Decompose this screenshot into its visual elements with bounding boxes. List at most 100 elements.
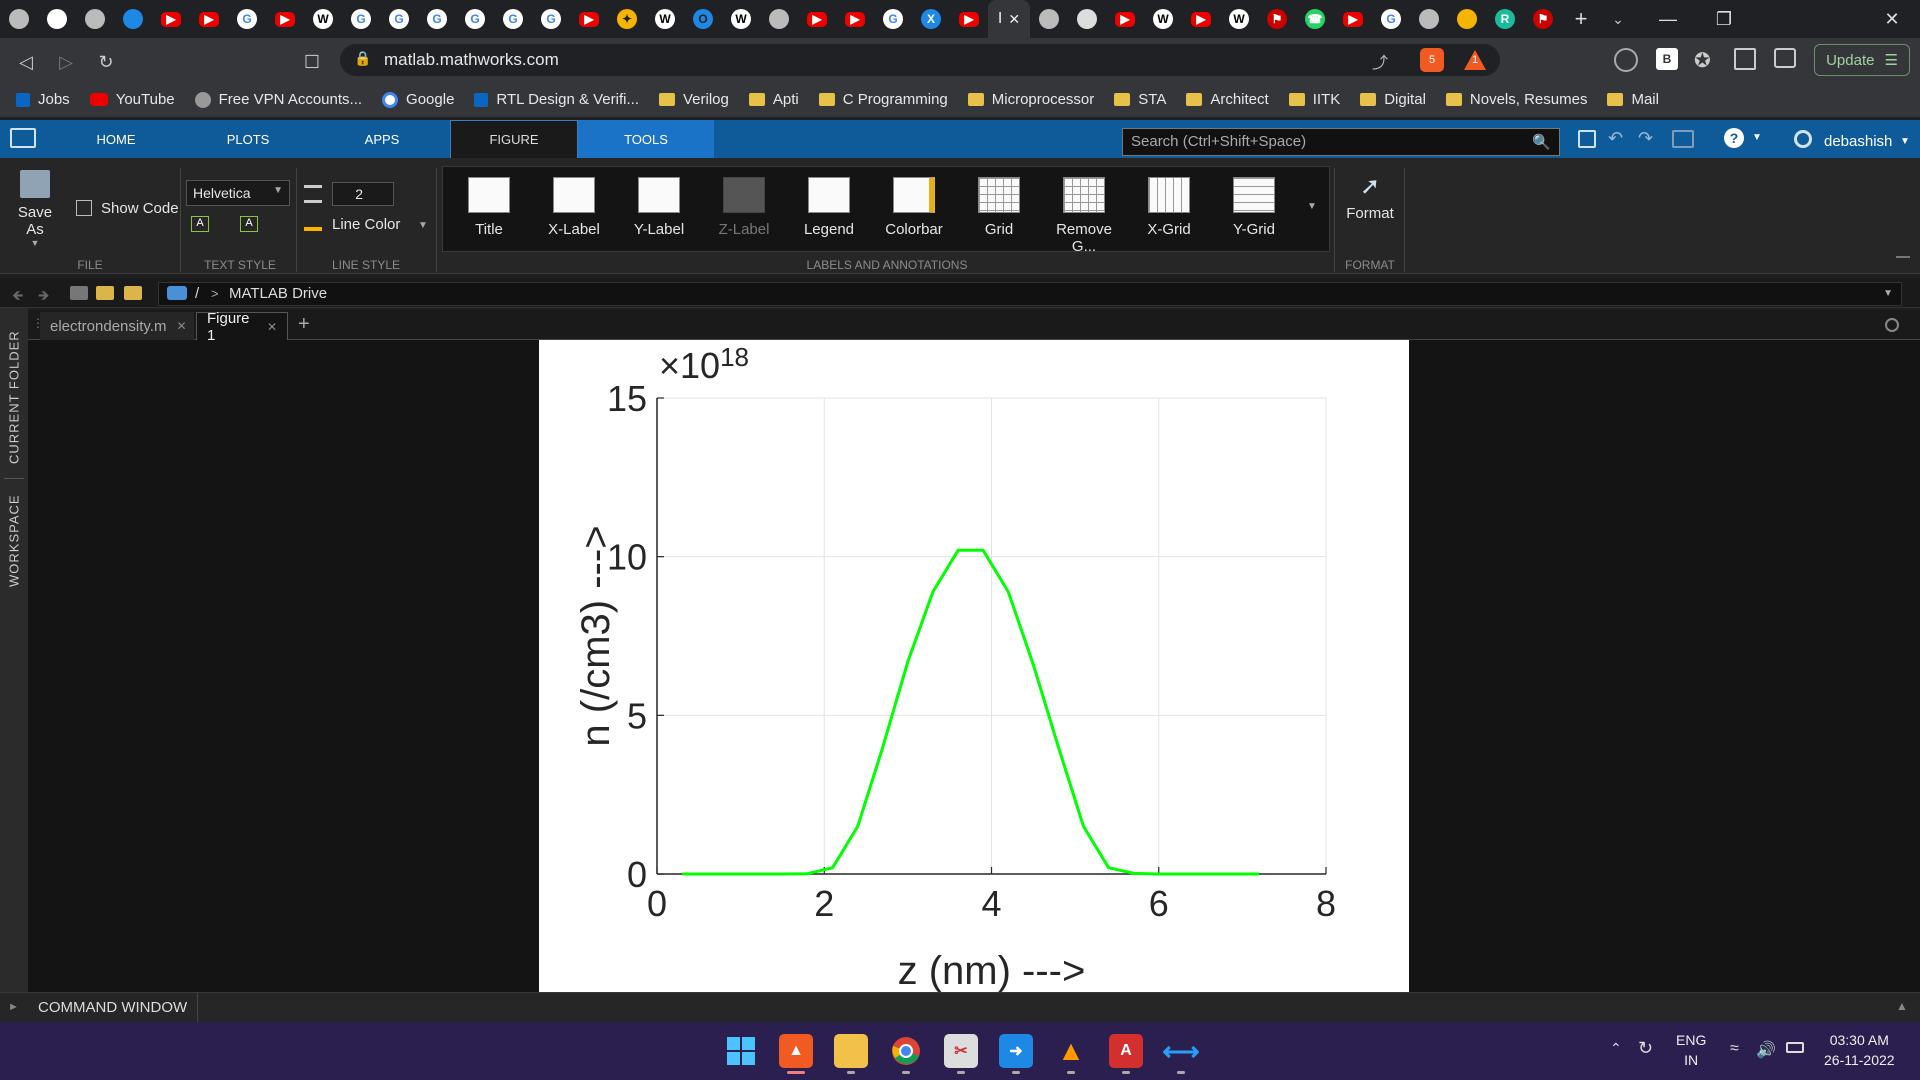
vscode-icon[interactable]: ⟷ — [1162, 1035, 1200, 1066]
wifi-icon[interactable]: ≈ — [1730, 1040, 1739, 1057]
brave-taskbar-icon[interactable]: ▲ — [779, 1034, 813, 1068]
address-path-field[interactable]: / > MATLAB Drive ▼ — [158, 282, 1902, 306]
volume-icon[interactable]: 🔊 — [1756, 1042, 1776, 1059]
bookmark-item[interactable]: Apti — [748, 91, 799, 108]
show-code-checkbox[interactable] — [76, 200, 92, 216]
decrease-font-icon[interactable]: A — [240, 216, 258, 232]
browser-tab[interactable] — [1030, 0, 1068, 38]
chrome-taskbar-icon[interactable] — [889, 1034, 923, 1068]
matlab-search-input[interactable]: Search (Ctrl+Shift+Space) 🔍 — [1122, 128, 1560, 156]
collapse-toolstrip-icon[interactable] — [1896, 256, 1910, 268]
restore-button[interactable]: ❐ — [1715, 8, 1733, 29]
browser-tab[interactable]: G — [342, 0, 380, 38]
y-grid-button[interactable]: Y-Grid — [1212, 177, 1296, 251]
close-tab-icon[interactable]: ✕ — [1008, 10, 1021, 27]
bookmark-item[interactable]: Google — [382, 91, 454, 108]
bookmark-item[interactable]: Digital — [1360, 91, 1426, 108]
path-dropdown-icon[interactable]: ▼ — [1883, 288, 1893, 299]
current-folder-tab[interactable]: CURRENT FOLDER — [6, 330, 22, 464]
browser-tab[interactable]: ▶ — [1106, 0, 1144, 38]
tab-options-icon[interactable] — [1885, 318, 1899, 332]
up-folder-icon[interactable] — [70, 286, 88, 300]
browser-tab[interactable]: W — [646, 0, 684, 38]
browser-tab[interactable]: G — [456, 0, 494, 38]
browser-tab[interactable]: G — [494, 0, 532, 38]
browser-tab[interactable]: G — [418, 0, 456, 38]
browser-tab[interactable]: W — [722, 0, 760, 38]
grid-button[interactable]: Grid — [957, 177, 1041, 251]
browser-tab[interactable]: G — [874, 0, 912, 38]
browser-tab[interactable]: ⚑ — [1524, 0, 1562, 38]
browser-tab[interactable]: ▶ — [950, 0, 988, 38]
brave-rewards-icon[interactable]: 1 — [1462, 48, 1488, 72]
increase-font-icon[interactable]: A — [191, 216, 209, 232]
browser-tab[interactable]: G — [1372, 0, 1410, 38]
line-color-dropdown-icon[interactable]: ▼ — [418, 220, 428, 231]
browser-tab[interactable]: ▶ — [266, 0, 304, 38]
path-back-icon[interactable]: 🡸 — [12, 287, 24, 303]
browser-tab[interactable] — [38, 0, 76, 38]
share-icon[interactable]: ⤴ — [1372, 55, 1389, 72]
path-folder[interactable]: MATLAB Drive — [229, 285, 328, 302]
back-button[interactable]: ◁ — [19, 51, 33, 72]
browser-tab[interactable]: G — [228, 0, 266, 38]
gallery-expand-icon[interactable]: ▼ — [1307, 201, 1317, 212]
browser-tab[interactable]: ✦ — [608, 0, 646, 38]
path-forward-icon[interactable]: 🡺 — [38, 287, 50, 303]
bookmark-item[interactable]: Microprocessor — [967, 91, 1094, 108]
colorbar-button[interactable]: Colorbar — [872, 177, 956, 251]
browser-tab[interactable] — [76, 0, 114, 38]
tab-plots[interactable]: PLOTS — [226, 131, 270, 147]
wallet-icon[interactable] — [1774, 48, 1796, 68]
bookmark-icon[interactable]: ☐ — [303, 51, 321, 72]
clock[interactable]: 03:30 AM 26-11-2022 — [1824, 1032, 1895, 1068]
browser-tab[interactable]: G — [532, 0, 570, 38]
tab-home[interactable]: HOME — [96, 131, 136, 147]
close-tab-icon[interactable]: ✕ — [266, 319, 277, 334]
redo-icon[interactable]: ↷ — [1638, 128, 1654, 148]
tab-figure[interactable]: FIGURE — [450, 120, 578, 158]
browser-tab[interactable]: ▶ — [836, 0, 874, 38]
bookmark-item[interactable]: Architect — [1186, 91, 1269, 108]
browser-tab[interactable] — [0, 0, 38, 38]
command-window-label[interactable]: COMMAND WINDOW — [38, 999, 188, 1016]
browser-tab[interactable] — [760, 0, 798, 38]
browse-folder-icon[interactable] — [96, 286, 114, 300]
browser-tab[interactable]: ▶ — [1334, 0, 1372, 38]
browser-tab[interactable]: G — [380, 0, 418, 38]
browser-tab[interactable]: ▶ — [570, 0, 608, 38]
browser-tab[interactable] — [1410, 0, 1448, 38]
save-icon[interactable] — [1578, 130, 1596, 148]
snipping-tool-icon[interactable]: ✂ — [944, 1034, 978, 1068]
remove-grid-button[interactable]: Remove G... — [1042, 177, 1126, 255]
undo-icon[interactable]: ↶ — [1608, 128, 1624, 148]
browser-tab[interactable] — [1068, 0, 1106, 38]
tab-tools[interactable]: TOOLS — [578, 120, 714, 158]
bookmark-item[interactable]: Verilog — [658, 91, 729, 108]
sync-icon[interactable]: ↻ — [1638, 1038, 1654, 1058]
close-tab-icon[interactable]: ✕ — [176, 319, 187, 333]
browser-tab[interactable]: ⚑ — [1258, 0, 1296, 38]
vpn-icon[interactable] — [1614, 48, 1638, 72]
bookmark-item[interactable]: Jobs — [16, 91, 70, 108]
font-select[interactable]: Helvetica ▼ — [186, 180, 290, 206]
help-dropdown-icon[interactable]: ▼ — [1752, 132, 1762, 143]
browser-tab[interactable]: ▶ — [1182, 0, 1220, 38]
vlc-icon[interactable]: ▲ — [1057, 1035, 1085, 1066]
browser-tab[interactable] — [1448, 0, 1486, 38]
bookmark-item[interactable]: IITK — [1288, 91, 1340, 108]
window-layout-icon[interactable] — [1672, 130, 1694, 148]
line-width-stepper[interactable]: 2 — [332, 182, 394, 206]
workspace-tab[interactable]: WORKSPACE — [6, 494, 22, 588]
legend-button[interactable]: Legend — [787, 177, 871, 251]
update-button[interactable]: Update ☰ — [1814, 44, 1910, 76]
folder-settings-icon[interactable] — [124, 286, 142, 300]
user-name[interactable]: debashish — [1824, 133, 1893, 150]
forward-button[interactable]: ▷ — [59, 51, 73, 72]
browser-tab[interactable]: O — [684, 0, 722, 38]
browser-tab[interactable]: ▶ — [190, 0, 228, 38]
address-bar[interactable]: 🔒 matlab.mathworks.com ⤴ — [340, 44, 1500, 76]
new-browser-tab-button[interactable]: + — [1574, 6, 1588, 31]
start-windows-icon[interactable] — [724, 1034, 758, 1068]
browser-tab[interactable] — [114, 0, 152, 38]
